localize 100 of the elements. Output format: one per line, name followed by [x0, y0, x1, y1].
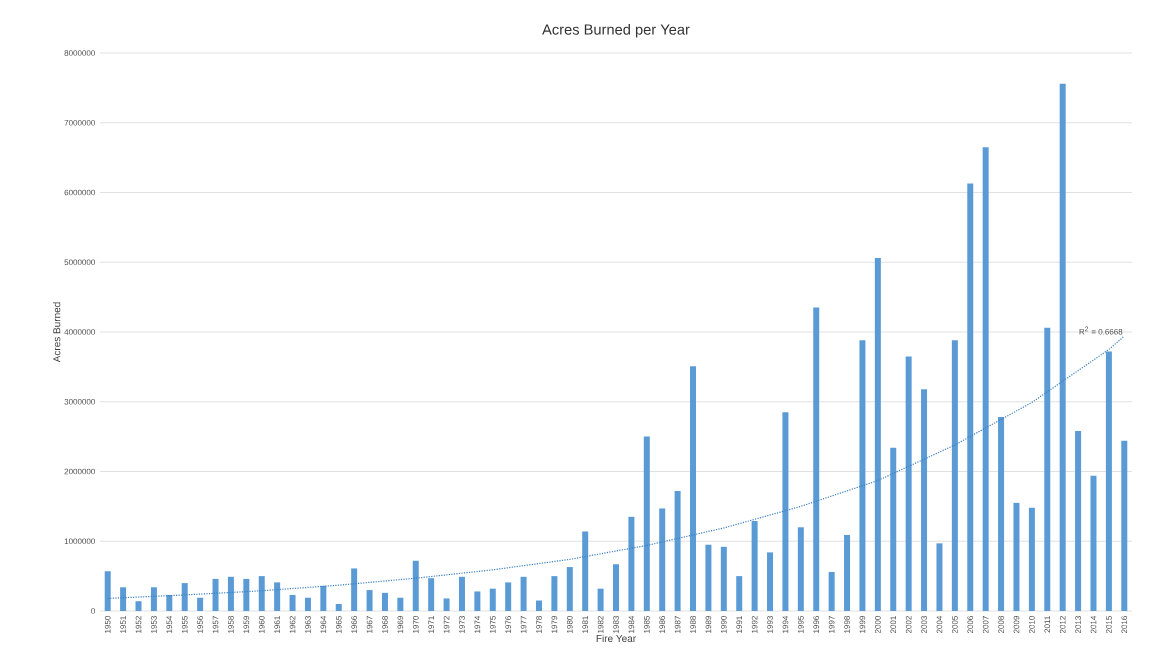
bar: [967, 183, 974, 611]
bar: [520, 576, 527, 611]
x-tick-label: 1960: [258, 616, 265, 633]
bar: [844, 534, 851, 611]
x-tick-label: 1975: [489, 616, 496, 633]
y-tick-label: 1000000: [64, 538, 95, 545]
x-tick-label: 2002: [905, 616, 912, 634]
x-tick-label: 1984: [628, 615, 635, 633]
bar: [243, 578, 250, 611]
bar: [1059, 83, 1066, 611]
x-tick-label: 1957: [212, 616, 219, 633]
bar: [1028, 507, 1035, 611]
x-tick-label: 1973: [459, 616, 465, 633]
x-tick-label: 1968: [382, 616, 388, 633]
bar: [150, 587, 157, 611]
y-tick-label: 2000000: [64, 468, 95, 475]
bar: [120, 587, 127, 611]
x-tick-label: 1993: [767, 616, 773, 633]
x-tick-label: 1959: [243, 616, 250, 633]
x-tick-label: 1952: [135, 616, 142, 633]
x-tick-label: 2011: [1044, 616, 1051, 633]
x-tick-label: 2006: [967, 616, 974, 634]
y-tick-label: 4000000: [64, 329, 95, 335]
bar: [751, 521, 758, 611]
bar: [1105, 351, 1112, 611]
x-tick-label: 2015: [1106, 616, 1112, 634]
bar: [474, 591, 481, 611]
bar: [366, 590, 373, 611]
x-tick-label: 1974: [474, 615, 481, 633]
bar: [643, 436, 650, 611]
x-tick-label: 1981: [582, 616, 589, 633]
bar: [227, 576, 234, 611]
x-tick-label: 1961: [274, 616, 280, 633]
x-tick-label: 1990: [720, 616, 727, 633]
bar: [551, 576, 558, 611]
x-tick-label: 1970: [412, 616, 419, 633]
bar: [489, 588, 496, 611]
bar: [351, 568, 358, 611]
bar: [1075, 431, 1082, 611]
x-tick-label: 2010: [1029, 616, 1035, 634]
x-tick-label: 1958: [228, 616, 234, 633]
bar: [859, 340, 866, 611]
bar: [813, 307, 820, 611]
bar: [936, 543, 943, 611]
bar: [767, 552, 774, 611]
x-tick-label: 1964: [320, 615, 327, 633]
bar: [274, 582, 281, 611]
bar: [597, 588, 604, 611]
bar: [135, 601, 142, 611]
x-tick-label: 1982: [597, 616, 604, 633]
bar: [674, 491, 681, 611]
bar: [212, 578, 219, 611]
x-tick-label: 1977: [520, 616, 527, 633]
chart-title: Acres Burned per Year: [542, 23, 690, 38]
x-tick-label: 1969: [397, 616, 404, 633]
x-tick-label: 1953: [151, 616, 157, 633]
x-tick-label: 1967: [366, 616, 373, 633]
x-tick-label: 1997: [828, 616, 835, 633]
bar: [874, 258, 881, 611]
x-tick-label: 1999: [859, 616, 866, 633]
bar: [982, 147, 989, 611]
x-tick-label: 1955: [181, 616, 188, 633]
bar: [505, 582, 512, 611]
bar: [381, 592, 388, 611]
x-tick-label: 2016: [1121, 616, 1128, 634]
bar: [535, 600, 542, 611]
x-tick-label: 2000: [875, 616, 881, 634]
x-tick-label: 1988: [690, 616, 696, 633]
bar: [905, 356, 912, 611]
bar: [690, 366, 697, 611]
bar: [412, 560, 419, 611]
x-tick-label: 2013: [1075, 616, 1081, 634]
x-tick-label: 1971: [428, 616, 434, 633]
y-tick-label: 3000000: [64, 398, 95, 405]
x-tick-label: 1966: [351, 616, 357, 633]
x-tick-label: 1976: [505, 616, 512, 633]
x-tick-label: 1951: [120, 616, 126, 633]
x-tick-label: 1962: [289, 616, 296, 633]
y-tick-label: 7000000: [64, 119, 95, 126]
bar: [628, 516, 635, 611]
x-tick-label: 1992: [751, 616, 758, 633]
x-tick-label: 1994: [782, 615, 789, 633]
bar: [613, 564, 619, 611]
y-tick-label: 0: [91, 608, 95, 614]
bar: [1013, 502, 1020, 611]
bar: [166, 594, 173, 611]
bar: [443, 598, 450, 611]
bar: [659, 508, 666, 611]
bar: [1044, 327, 1051, 611]
x-tick-label: 1956: [197, 616, 203, 633]
x-tick-label: 2012: [1059, 616, 1066, 634]
x-tick-label: 1963: [305, 616, 311, 633]
y-tick-label: 5000000: [64, 259, 95, 266]
bar: [458, 576, 465, 611]
x-tick-label: 1986: [659, 616, 666, 633]
x-tick-label: 2014: [1090, 615, 1097, 634]
annotation: R$^{2}$ = 0.6668: [1079, 326, 1123, 335]
x-tick-label: 2007: [982, 616, 989, 634]
x-tick-label: 1965: [335, 616, 342, 633]
x-tick-label: 2009: [1013, 616, 1020, 634]
